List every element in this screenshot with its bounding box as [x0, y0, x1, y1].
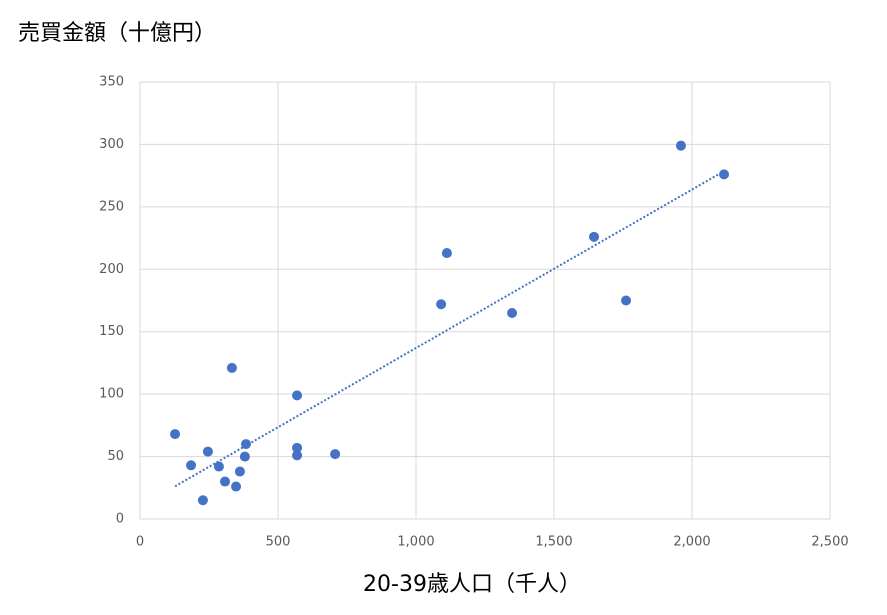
data-point: [441, 248, 452, 259]
y-tick-label: 300: [99, 137, 124, 152]
data-point: [507, 307, 518, 318]
data-point: [231, 481, 242, 492]
data-point: [197, 495, 208, 506]
x-tick-label: 2,500: [811, 535, 848, 550]
data-point: [240, 439, 251, 450]
data-point: [621, 295, 632, 306]
data-point: [292, 450, 303, 461]
data-point: [220, 476, 231, 487]
x-tick-label: 0: [136, 535, 144, 550]
data-point: [589, 231, 600, 242]
y-tick-label: 200: [99, 262, 124, 277]
data-point: [234, 466, 245, 477]
data-point: [719, 169, 730, 180]
data-point: [292, 390, 303, 401]
data-point: [202, 446, 213, 457]
data-point: [675, 140, 686, 151]
y-tick-label: 350: [99, 75, 124, 90]
y-tick-label: 250: [99, 199, 124, 214]
y-tick-label: 100: [99, 387, 124, 402]
data-point: [213, 461, 224, 472]
data-point: [170, 429, 181, 440]
y-tick-label: 0: [116, 512, 124, 527]
x-tick-label: 500: [266, 535, 291, 550]
x-tick-label: 1,500: [535, 535, 572, 550]
x-tick-label: 2,000: [673, 535, 710, 550]
y-tick-label: 150: [99, 324, 124, 339]
data-point: [330, 449, 341, 460]
x-tick-label: 1,000: [397, 535, 434, 550]
data-point: [239, 451, 250, 462]
x-axis-title: 20-39歳人口（千人）: [363, 572, 581, 597]
trendline: [174, 170, 725, 488]
data-point: [226, 362, 237, 373]
data-point: [292, 442, 303, 453]
data-point: [186, 460, 197, 471]
y-axis-title: 売買金額（十億円）: [18, 21, 216, 46]
data-point: [436, 299, 447, 310]
y-tick-label: 50: [107, 449, 124, 464]
